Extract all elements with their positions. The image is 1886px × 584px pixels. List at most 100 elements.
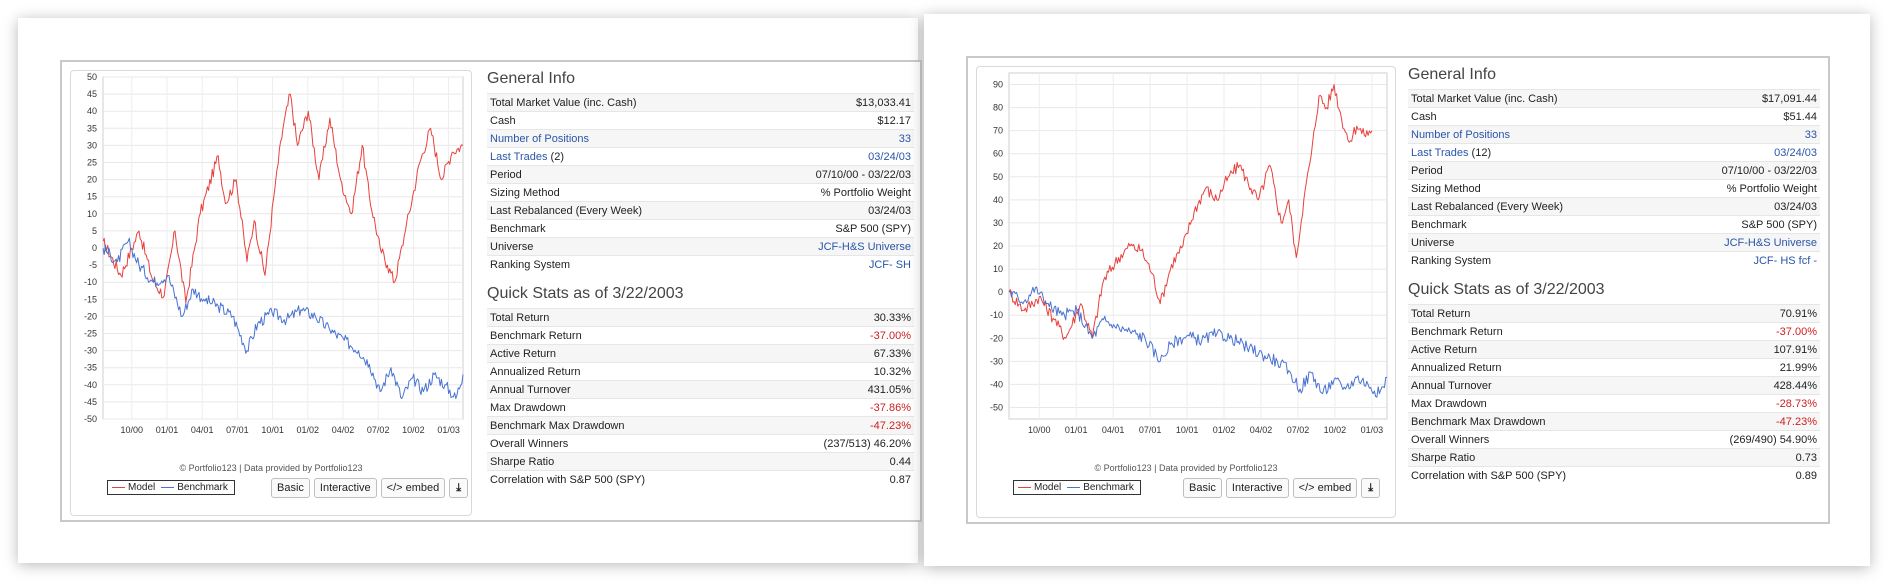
row-label: Max Drawdown (490, 401, 566, 414)
legend-item-benchmark[interactable]: Benchmark (1067, 482, 1134, 493)
row-label: Universe (490, 240, 534, 253)
benchmark-swatch (161, 486, 175, 488)
row-total-return: Total Return 30.33% (487, 308, 914, 327)
x-tick-label: 04/01 (1102, 425, 1125, 435)
row-value[interactable]: JCF- SH (747, 255, 914, 273)
y-tick-label: -50 (990, 402, 1003, 412)
general-info-title: General Info (1408, 66, 1497, 83)
row-last-rebalanced-every-week: Last Rebalanced (Every Week) 03/24/03 (487, 201, 914, 220)
row-total-return: Total Return 70.91% (1408, 304, 1820, 323)
screenshot-2: 90 80 70 60 50 40 30 20 10 0 -10 -20 -30 -40 -50 10/00 0… (924, 14, 1870, 566)
row-value: $12.17 (747, 111, 914, 130)
y-tick-label: 5 (92, 226, 97, 236)
row-period: Period 07/10/00 - 03/22/03 (487, 165, 914, 184)
y-tick-label: -5 (89, 260, 97, 270)
row-value: 10.32% (757, 362, 914, 381)
row-value: -37.00% (757, 326, 914, 345)
row-value: % Portfolio Weight (1658, 179, 1820, 198)
row-label: Total Market Value (inc. Cash) (490, 96, 637, 109)
row-value[interactable]: 03/24/03 (747, 147, 914, 166)
basic-button[interactable]: Basic (271, 478, 310, 498)
row-ranking-system[interactable]: Ranking System JCF- HS fcf - (1408, 251, 1820, 269)
row-universe[interactable]: Universe JCF-H&S Universe (1408, 233, 1820, 252)
y-tick-label: 80 (993, 103, 1003, 113)
legend-item-benchmark[interactable]: Benchmark (161, 482, 228, 493)
row-correlation-with-s-p-500-spy: Correlation with S&P 500 (SPY) 0.87 (487, 470, 914, 488)
basic-button[interactable]: Basic (1183, 478, 1222, 498)
row-value[interactable]: JCF-H&S Universe (747, 237, 914, 256)
row-label[interactable]: Number of Positions (490, 132, 590, 145)
row-number-of-positions[interactable]: Number of Positions 33 (1408, 125, 1820, 144)
row-label[interactable]: Number of Positions (1411, 128, 1511, 141)
x-tick-label: 10/02 (402, 425, 425, 435)
row-universe[interactable]: Universe JCF-H&S Universe (487, 237, 914, 256)
row-value: (269/490) 54.90% (1668, 430, 1820, 449)
general-info-table: Total Market Value (inc. Cash) $17,091.44… (1408, 89, 1820, 269)
row-label-cell: Correlation with S&P 500 (SPY) (1408, 466, 1669, 484)
embed-button[interactable]: </> embed (380, 478, 446, 498)
row-label-cell: Annual Turnover (487, 380, 758, 399)
row-value[interactable]: JCF- HS fcf - (1658, 251, 1820, 269)
y-tick-label: -30 (990, 356, 1003, 366)
x-tick-label: 07/02 (367, 425, 390, 435)
row-value: 0.44 (757, 452, 914, 471)
row-value[interactable]: 33 (1658, 125, 1820, 144)
x-tick-label: 01/03 (1361, 425, 1384, 435)
y-tick-label: 45 (87, 89, 97, 99)
row-label[interactable]: Last Trades (490, 150, 548, 163)
row-value[interactable]: 33 (747, 129, 914, 148)
y-tick-label: -40 (84, 380, 97, 390)
row-value: 07/10/00 - 03/22/03 (1658, 161, 1820, 180)
y-tick-label: 40 (993, 195, 1003, 205)
row-label-cell: Total Return (1408, 304, 1669, 323)
row-label-cell: Cash (487, 111, 748, 130)
row-label-cell: Ranking System (1408, 251, 1659, 269)
y-tick-label: 0 (92, 243, 97, 253)
y-tick-label: 15 (87, 192, 97, 202)
chart-credit-1: © Portfolio123 | Data provided by Portfo… (179, 463, 363, 473)
row-label-cell: Sharpe Ratio (1408, 448, 1669, 467)
y-tick-label: -30 (84, 346, 97, 356)
row-sizing-method: Sizing Method % Portfolio Weight (487, 183, 914, 202)
chart-legend-2: Model Benchmark (1013, 480, 1141, 495)
row-last-trades[interactable]: Last Trades (12) 03/24/03 (1408, 143, 1820, 162)
benchmark-series-line (1008, 286, 1388, 398)
row-number-of-positions[interactable]: Number of Positions 33 (487, 129, 914, 148)
row-benchmark-return: Benchmark Return -37.00% (487, 326, 914, 345)
row-overall-winners: Overall Winners (237/513) 46.20% (487, 434, 914, 453)
legend-item-model[interactable]: Model (112, 482, 155, 493)
y-tick-label: 70 (993, 126, 1003, 136)
row-value[interactable]: 03/24/03 (1658, 143, 1820, 162)
row-label: Annualized Return (1411, 361, 1502, 374)
row-label-cell: Last Trades (2) (487, 147, 748, 166)
x-tick-label: 01/01 (156, 425, 179, 435)
portfolio-frame-1: 50 45 40 35 30 25 20 15 10 5 0 -5 -10 -15 -20 -25 -30 -35… (60, 60, 922, 522)
row-label[interactable]: Last Trades (1411, 146, 1469, 159)
row-value[interactable]: JCF-H&S Universe (1658, 233, 1820, 252)
x-tick-label: 07/01 (226, 425, 249, 435)
row-label-cell: Overall Winners (1408, 430, 1669, 449)
row-label-count: (12) (1468, 146, 1492, 159)
row-last-trades[interactable]: Last Trades (2) 03/24/03 (487, 147, 914, 166)
row-sharpe-ratio: Sharpe Ratio 0.44 (487, 452, 914, 471)
interactive-button[interactable]: Interactive (313, 478, 377, 498)
row-benchmark-max-drawdown: Benchmark Max Drawdown -47.23% (1408, 412, 1820, 431)
row-ranking-system[interactable]: Ranking System JCF- SH (487, 255, 914, 273)
row-cash: Cash $51.44 (1408, 107, 1820, 126)
y-tick-label: -35 (84, 363, 97, 373)
benchmark-series-line (102, 237, 464, 399)
row-label: Total Return (1411, 307, 1471, 320)
download-icon[interactable]: ⤓ (1361, 478, 1381, 498)
embed-button[interactable]: </> embed (1292, 478, 1358, 498)
y-tick-label: -10 (990, 310, 1003, 320)
legend-item-model[interactable]: Model (1018, 482, 1061, 493)
download-icon[interactable]: ⤓ (449, 478, 469, 498)
interactive-button[interactable]: Interactive (1225, 478, 1289, 498)
row-active-return: Active Return 67.33% (487, 344, 914, 363)
row-label: Correlation with S&P 500 (SPY) (490, 473, 646, 486)
x-tick-label: 10/01 (1176, 425, 1199, 435)
row-value: 107.91% (1668, 340, 1820, 359)
performance-chart-2: 90 80 70 60 50 40 30 20 10 0 -10 -20 -30 -40 -50 10/00 0… (990, 72, 1388, 435)
row-label: Ranking System (1411, 254, 1492, 267)
row-label-cell: Annualized Return (487, 362, 758, 381)
